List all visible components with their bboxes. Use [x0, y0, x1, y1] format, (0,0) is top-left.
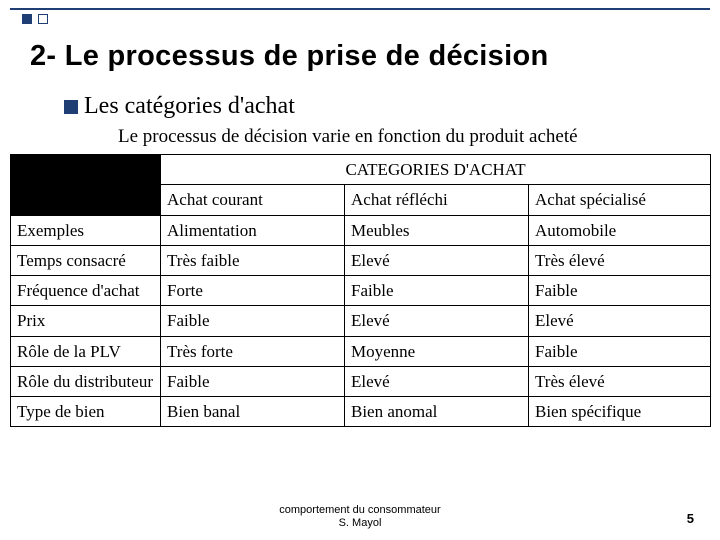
table-cell: Bien anomal [345, 397, 529, 427]
table-cell: Très forte [161, 336, 345, 366]
table-row: Exemples Alimentation Meubles Automobile [11, 215, 711, 245]
table-cell: Faible [529, 276, 711, 306]
table-blank-cell [11, 185, 161, 215]
table-col-header: Achat courant [161, 185, 345, 215]
table-header-group: CATEGORIES D'ACHAT [161, 155, 711, 185]
table-cell: Très élevé [529, 245, 711, 275]
table-cell: Forte [161, 276, 345, 306]
decor-square-filled [22, 14, 32, 24]
table-row: Rôle de la PLV Très forte Moyenne Faible [11, 336, 711, 366]
decor-square-outline [38, 14, 48, 24]
table-cell: Fréquence d'achat [11, 276, 161, 306]
bullet-square-icon [64, 100, 78, 114]
table-cell: Très faible [161, 245, 345, 275]
table-cell: Très élevé [529, 366, 711, 396]
footer-line2: S. Mayol [339, 517, 382, 529]
intro-text: Le processus de décision varie en foncti… [118, 126, 692, 148]
table-row-columns: Achat courant Achat réfléchi Achat spéci… [11, 185, 711, 215]
table-row: Prix Faible Elevé Elevé [11, 306, 711, 336]
table-cell: Elevé [345, 366, 529, 396]
table-cell: Exemples [11, 215, 161, 245]
table-col-header: Achat réfléchi [345, 185, 529, 215]
footer: comportement du consommateur S. Mayol [0, 504, 720, 530]
table-cell: Temps consacré [11, 245, 161, 275]
table-cell: Faible [161, 306, 345, 336]
table-cell: Bien spécifique [529, 397, 711, 427]
table-cell: Type de bien [11, 397, 161, 427]
table-cell: Faible [345, 276, 529, 306]
table-cell: Moyenne [345, 336, 529, 366]
subheading: Les catégories d'achat [84, 93, 295, 120]
table-cell: Faible [161, 366, 345, 396]
slide: 2- Le processus de prise de décision Les… [0, 0, 720, 540]
table-blank-cell [11, 155, 161, 185]
table-row: Temps consacré Très faible Elevé Très él… [11, 245, 711, 275]
page-number: 5 [687, 511, 694, 526]
table-cell: Elevé [345, 306, 529, 336]
footer-line1: comportement du consommateur [279, 504, 440, 516]
slide-title: 2- Le processus de prise de décision [30, 40, 692, 73]
table-row: Rôle du distributeur Faible Elevé Très é… [11, 366, 711, 396]
table-cell: Automobile [529, 215, 711, 245]
table-cell: Bien banal [161, 397, 345, 427]
table-cell: Rôle du distributeur [11, 366, 161, 396]
table-cell: Meubles [345, 215, 529, 245]
decor-line [10, 8, 710, 10]
table-col-header: Achat spécialisé [529, 185, 711, 215]
table-cell: Faible [529, 336, 711, 366]
table-row-header-group: CATEGORIES D'ACHAT [11, 155, 711, 185]
table-row: Fréquence d'achat Forte Faible Faible [11, 276, 711, 306]
table-cell: Alimentation [161, 215, 345, 245]
table-cell: Rôle de la PLV [11, 336, 161, 366]
subheading-row: Les catégories d'achat [64, 93, 692, 120]
table-cell: Elevé [345, 245, 529, 275]
table-cell: Elevé [529, 306, 711, 336]
categories-table: CATEGORIES D'ACHAT Achat courant Achat r… [10, 154, 711, 427]
table-cell: Prix [11, 306, 161, 336]
table-row: Type de bien Bien banal Bien anomal Bien… [11, 397, 711, 427]
